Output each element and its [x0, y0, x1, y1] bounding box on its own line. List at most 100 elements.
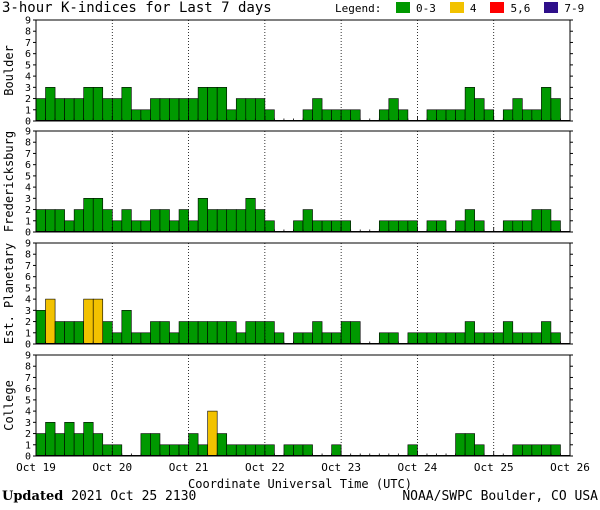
- k-bar: [92, 298, 104, 345]
- y-tick-label: 9: [25, 351, 31, 362]
- k-bar: [436, 109, 447, 122]
- y-tick-label: 4: [25, 295, 31, 306]
- k-bar: [541, 209, 552, 233]
- k-bar: [531, 332, 542, 345]
- y-tick-label: 2: [25, 94, 31, 105]
- k-bar: [474, 444, 485, 457]
- x-tick-label: Oct 26: [550, 461, 590, 474]
- legend-swatch: [449, 2, 464, 13]
- k-bar: [541, 87, 552, 122]
- k-bar: [207, 87, 218, 122]
- k-bar: [131, 332, 142, 345]
- y-tick-label: 8: [25, 27, 31, 38]
- k-bar: [159, 321, 170, 345]
- k-bar: [207, 321, 218, 345]
- k-bar: [45, 422, 56, 457]
- k-bar: [522, 332, 533, 345]
- k-bar: [312, 98, 323, 122]
- panel-label: Fredericksburg: [2, 131, 16, 232]
- k-bar: [541, 321, 552, 345]
- x-tick-label: Oct 24: [398, 461, 438, 474]
- legend-item-label: 5,6: [510, 2, 531, 15]
- plot-area: [36, 243, 570, 344]
- k-bar: [216, 321, 228, 345]
- panel-label: Est. Planetary: [2, 243, 16, 344]
- k-bar: [150, 433, 161, 457]
- k-bar: [255, 321, 266, 345]
- k-bar: [131, 220, 142, 233]
- k-bar: [350, 109, 361, 122]
- k-bar: [312, 321, 323, 345]
- k-bar: [331, 444, 342, 457]
- k-bar: [102, 209, 113, 233]
- k-bar: [83, 198, 94, 233]
- k-bar: [321, 109, 332, 122]
- k-bar: [64, 98, 75, 122]
- k-bar: [302, 209, 313, 233]
- y-tick-label: 1: [25, 440, 31, 451]
- k-bar: [121, 209, 132, 233]
- k-bar: [483, 332, 495, 345]
- k-bar: [398, 109, 409, 122]
- x-tick-label: Oct 25: [474, 461, 514, 474]
- k-bar: [150, 98, 161, 122]
- k-bar: [255, 98, 266, 122]
- k-bar: [417, 332, 428, 345]
- k-bar: [140, 220, 151, 233]
- k-bar: [302, 109, 313, 122]
- k-bar: [150, 321, 161, 345]
- k-bar: [474, 98, 485, 122]
- plot-area: [36, 355, 570, 456]
- k-bar: [455, 332, 466, 345]
- k-bar: [111, 220, 123, 233]
- credit-text: NOAA/SWPC Boulder, CO USA: [402, 489, 598, 504]
- y-tick-label: 3: [25, 418, 31, 429]
- k-bar: [464, 87, 475, 122]
- k-bar: [321, 220, 332, 233]
- legend-item: 7-9: [544, 2, 584, 15]
- k-bar: [169, 332, 180, 345]
- k-bar: [35, 98, 46, 122]
- y-tick-label: 0: [25, 117, 31, 128]
- k-bar: [111, 332, 123, 345]
- k-bar: [45, 209, 56, 233]
- k-bar: [188, 321, 199, 345]
- updated-time: 2021 Oct 25 2130: [71, 489, 197, 504]
- k-bar: [245, 198, 256, 233]
- k-bar: [436, 332, 447, 345]
- k-bar: [111, 444, 123, 457]
- k-bar: [340, 321, 351, 345]
- y-tick-label: 3: [25, 83, 31, 94]
- k-bar: [407, 444, 418, 457]
- y-tick-label: 3: [25, 194, 31, 205]
- k-bar: [235, 332, 247, 345]
- k-bar: [331, 332, 342, 345]
- k-bar: [178, 444, 189, 457]
- k-bar: [178, 98, 189, 122]
- k-bar: [92, 198, 104, 233]
- k-bar: [512, 220, 523, 233]
- k-bar: [178, 321, 189, 345]
- y-tick-label: 5: [25, 283, 31, 294]
- legend-item-label: 7-9: [564, 2, 585, 15]
- k-bar: [378, 332, 390, 345]
- chart-title: 3-hour K-indices for Last 7 days: [2, 0, 272, 16]
- panel-label: College: [2, 380, 16, 431]
- k-bar: [102, 98, 113, 122]
- k-bar: [73, 209, 84, 233]
- x-tick-label: Oct 19: [16, 461, 56, 474]
- k-bar: [121, 87, 132, 122]
- panel-label: Boulder: [2, 45, 16, 96]
- k-bar: [312, 220, 323, 233]
- updated-label: Updated: [2, 489, 64, 504]
- x-tick-label: Oct 23: [321, 461, 361, 474]
- y-tick-label: 1: [25, 105, 31, 116]
- y-tick-label: 1: [25, 216, 31, 227]
- k-bar: [121, 310, 132, 345]
- y-tick-label: 4: [25, 407, 31, 418]
- legend-item: 5,6: [490, 2, 530, 15]
